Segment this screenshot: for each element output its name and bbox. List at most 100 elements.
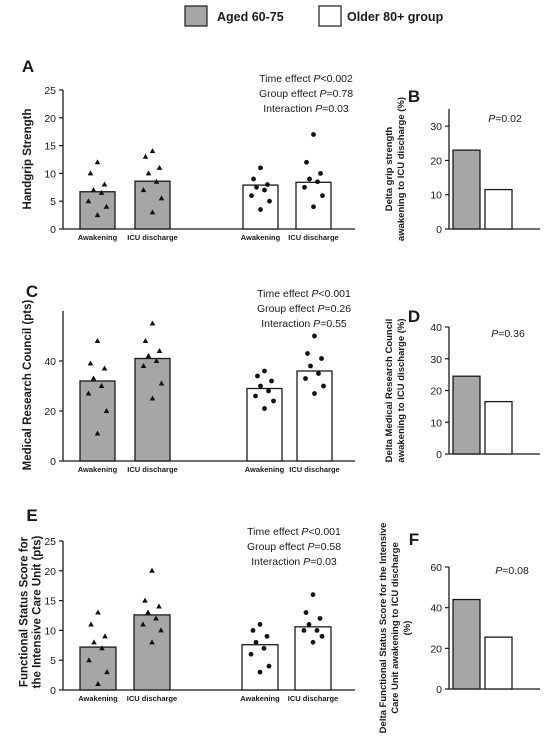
point-e-2-6	[140, 621, 146, 627]
y-axis-label-e-1: Functional Status Score for	[19, 536, 31, 687]
point-a-2-5	[153, 178, 160, 184]
stat-value: =0.58	[314, 541, 341, 553]
stat-value: =0.36	[498, 328, 525, 340]
stat-value: =0.55	[320, 318, 347, 330]
point-a-4-2	[304, 159, 309, 165]
stat-value: =0.78	[326, 88, 353, 100]
point-e-2-1	[149, 567, 155, 573]
stat-annotation-a-3: Interaction P=0.03	[263, 103, 349, 115]
point-c-3-4	[258, 383, 263, 389]
bar-c-2	[134, 357, 171, 462]
point-c-1-3	[101, 365, 108, 371]
point-e-1-1	[95, 609, 101, 615]
legend-swatch-2	[318, 5, 342, 27]
stat-p: P	[311, 288, 318, 300]
point-e-2-8	[149, 639, 155, 645]
point-e-2-2	[142, 597, 148, 603]
point-e-1-6	[86, 657, 92, 663]
point-c-4-3	[319, 356, 324, 361]
point-c-4-6	[303, 376, 308, 381]
point-a-2-2	[142, 153, 149, 159]
point-a-1-7	[103, 203, 110, 209]
stat-value: =0.02	[495, 113, 522, 125]
point-e-4-1	[310, 592, 316, 598]
point-a-3-1	[258, 165, 263, 171]
y-tick-label-a-2: 10	[44, 168, 56, 180]
point-a-3-4	[254, 184, 259, 190]
point-e-1-5	[99, 645, 105, 651]
bar-a-1	[79, 191, 116, 230]
bar-a-3	[242, 184, 279, 230]
point-e-3-7	[266, 663, 272, 669]
y-tick-label-f-0: 0	[436, 684, 442, 696]
bar-a-2	[134, 180, 171, 230]
point-a-2-4	[145, 170, 152, 176]
point-a-4-1	[311, 132, 316, 137]
point-e-1-3	[102, 633, 108, 639]
bar-c-1	[79, 380, 116, 462]
x-tick-label-e-4: ICU discharge	[288, 694, 338, 703]
stat-annotation-c-3: Interaction P=0.55	[261, 318, 347, 330]
stat-p: P	[313, 73, 320, 85]
y-axis-label-f-2: Care Unit awakening to ICU discharge	[390, 542, 401, 714]
y-tick-label-a-0: 0	[50, 224, 56, 236]
point-e-4-7	[319, 633, 325, 639]
point-e-3-5	[261, 645, 267, 651]
point-c-3-3	[269, 378, 274, 384]
panel-letter-c: C	[26, 282, 38, 301]
y-tick-label-a-4: 20	[44, 113, 56, 125]
stat-value: =0.26	[324, 303, 351, 315]
point-e-3-8	[257, 669, 263, 675]
point-c-1-4	[90, 375, 97, 381]
bar-e-3	[241, 644, 279, 691]
panel-letter-f: F	[409, 530, 419, 549]
point-c-3-2	[255, 373, 260, 379]
point-c-4-4	[308, 363, 313, 369]
y-axis-label-e-2: the Intensive Care Unit (pts)	[32, 535, 44, 688]
stat-value: <0.001	[318, 288, 351, 300]
y-axis-label-f-3: (%)	[402, 621, 413, 636]
y-tick-label-a-1: 5	[50, 196, 56, 208]
stat-annotation-b-1: P=0.02	[488, 113, 522, 125]
stat-p: P	[317, 303, 324, 315]
point-c-2-5	[153, 358, 160, 363]
point-e-4-3	[317, 616, 323, 621]
y-axis-label-b-2: awakening to ICU discharge (%)	[396, 97, 407, 241]
point-a-3-3	[265, 182, 270, 187]
stat-label: Group effect	[247, 541, 308, 553]
point-e-3-3	[264, 633, 270, 639]
point-a-1-3	[101, 181, 108, 187]
point-e-1-8	[95, 681, 101, 687]
x-tick-label-a-3: Awakening	[241, 233, 281, 242]
bar-e-4	[294, 626, 332, 691]
panel-letter-b: B	[408, 87, 420, 106]
y-tick-label-e-0: 0	[50, 685, 56, 697]
x-tick-label-e-3: Awakening	[240, 694, 280, 703]
stat-p: P	[315, 103, 322, 115]
point-e-2-4	[145, 609, 151, 615]
stat-label: Interaction	[251, 556, 303, 568]
y-tick-label-b-0: 0	[436, 224, 442, 236]
point-a-2-1	[149, 148, 156, 154]
y-tick-label-b-2: 20	[430, 155, 442, 167]
stat-annotation-d-1: P=0.36	[491, 328, 525, 340]
stat-p: P	[491, 328, 498, 340]
point-e-2-7	[158, 627, 164, 633]
y-tick-label-e-2: 10	[44, 625, 56, 637]
point-a-3-8	[258, 207, 263, 212]
x-tick-label-c-2: ICU discharge	[127, 465, 177, 474]
point-a-2-8	[149, 209, 156, 215]
stat-annotation-a-2: Group effect P=0.78	[259, 88, 353, 100]
stat-annotation-c-2: Group effect P=0.26	[257, 303, 351, 315]
stat-value: =0.03	[310, 556, 337, 568]
panel-letter-a: A	[22, 57, 34, 76]
point-a-4-6	[302, 184, 307, 190]
point-e-4-5	[314, 628, 320, 633]
stat-annotation-f-1: P=0.08	[495, 565, 529, 577]
point-c-2-2	[142, 338, 149, 343]
y-tick-label-e-4: 20	[44, 566, 56, 578]
x-tick-label-e-2: ICU discharge	[127, 694, 177, 703]
stat-label: Group effect	[259, 88, 320, 100]
legend-label-2: Older 80+ group	[347, 10, 444, 24]
stat-p: P	[313, 318, 320, 330]
